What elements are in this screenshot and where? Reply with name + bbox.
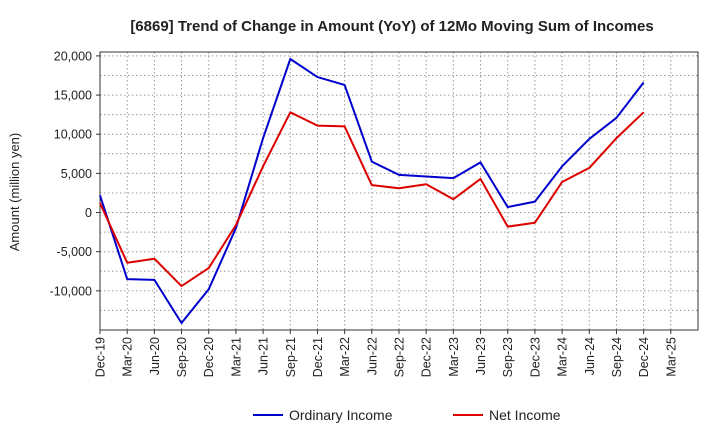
- x-tick-label: Dec-23: [528, 337, 542, 377]
- x-tick-label: Mar-20: [121, 337, 135, 377]
- y-tick-label: 0: [85, 206, 92, 220]
- y-axis-label: Amount (million yen): [7, 133, 22, 252]
- x-tick-label: Dec-24: [637, 337, 651, 377]
- x-tick-label: Jun-21: [257, 337, 271, 375]
- x-tick-label: Jun-20: [148, 337, 162, 375]
- axes: -10,000 -5,000 0 5,000 10,000 15,000 20,000 Dec…: [50, 49, 699, 377]
- series-line: [99, 111, 645, 288]
- x-tick-label: Jun-24: [583, 337, 597, 375]
- series-line: [99, 58, 645, 324]
- y-tick-label: 5,000: [61, 167, 92, 181]
- x-tick-label: Sep-22: [393, 337, 407, 377]
- legend: Ordinary Income Net Income: [253, 407, 561, 423]
- grid-lines: [99, 52, 699, 331]
- y-tick-label: 15,000: [54, 89, 92, 103]
- legend-label: Ordinary Income: [289, 407, 393, 423]
- x-tick-label: Sep-24: [610, 337, 624, 377]
- series-lines: [99, 58, 645, 324]
- x-tick-label: Sep-21: [284, 337, 298, 377]
- y-tick-label: 20,000: [54, 49, 92, 63]
- x-tick-label: Dec-19: [94, 337, 108, 377]
- x-tick-label: Dec-22: [420, 337, 434, 377]
- chart-title: [6869] Trend of Change in Amount (YoY) o…: [130, 18, 653, 35]
- x-tick-label: Mar-22: [338, 337, 352, 377]
- x-tick-label: Sep-20: [175, 337, 189, 377]
- legend-label: Net Income: [489, 407, 561, 423]
- y-tick-label: -10,000: [50, 284, 92, 298]
- y-tick-label: 10,000: [54, 128, 92, 142]
- x-tick-label: Jun-22: [365, 337, 379, 375]
- x-tick-label: Dec-20: [202, 337, 216, 377]
- x-tick-label: Mar-25: [664, 337, 678, 377]
- x-tick-label: Sep-23: [501, 337, 515, 377]
- x-tick-label: Mar-24: [556, 337, 570, 377]
- x-tick-label: Jun-23: [474, 337, 488, 375]
- x-tick-label: Mar-21: [229, 337, 243, 377]
- x-tick-label: Dec-21: [311, 337, 325, 377]
- x-tick-label: Mar-23: [447, 337, 461, 377]
- y-tick-label: -5,000: [57, 245, 92, 259]
